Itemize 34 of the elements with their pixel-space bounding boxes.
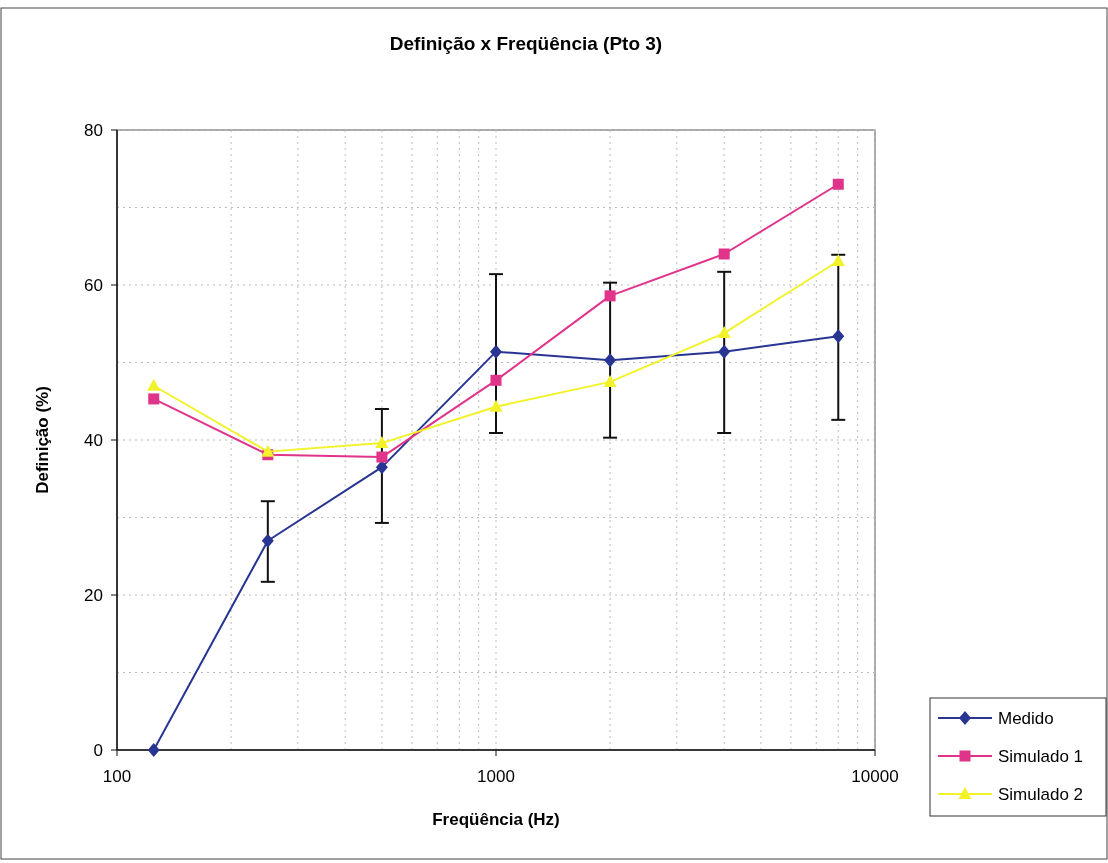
point — [604, 353, 617, 368]
point — [147, 743, 160, 757]
y-tick-label: 60 — [84, 276, 103, 295]
point — [490, 344, 502, 359]
point — [489, 399, 503, 412]
point — [832, 329, 845, 344]
point — [718, 344, 731, 359]
y-tick-label: 20 — [84, 586, 103, 605]
legend-label: Simulado 1 — [998, 747, 1084, 766]
y-tick-label: 0 — [93, 741, 103, 760]
point — [147, 378, 161, 391]
point — [261, 533, 274, 548]
y-axis-title: Definição (%) — [33, 386, 52, 494]
point — [261, 444, 275, 457]
point — [718, 248, 730, 260]
point — [603, 374, 617, 387]
point — [831, 253, 845, 266]
x-tick-label: 100 — [102, 767, 132, 786]
point — [490, 374, 502, 386]
point — [717, 326, 731, 339]
x-axis-title: Freqüência (Hz) — [432, 810, 560, 829]
y-tick-label: 80 — [84, 121, 103, 140]
point — [375, 460, 388, 475]
chart-title: Definição x Freqüência (Pto 3) — [389, 33, 663, 54]
point — [604, 290, 616, 302]
point — [376, 451, 388, 463]
legend-label: Medido — [998, 709, 1054, 728]
y-tick-label: 40 — [84, 431, 103, 450]
point — [375, 436, 389, 449]
x-tick-label: 1000 — [477, 767, 515, 786]
legend-label: Simulado 2 — [998, 785, 1084, 804]
x-tick-label: 10000 — [851, 767, 899, 786]
point — [148, 393, 160, 405]
point — [832, 178, 844, 190]
